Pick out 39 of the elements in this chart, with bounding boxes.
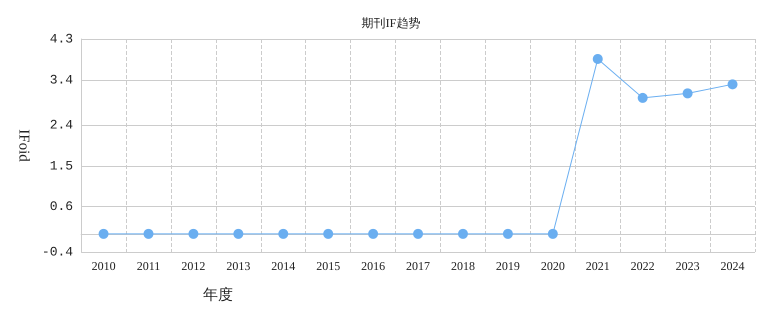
point (144, 228, 154, 239)
x-tick-label: 2022 (630, 259, 655, 273)
point (233, 228, 244, 239)
x-tick-label: 2012 (181, 259, 206, 273)
x-tick-label: 2017 (406, 259, 430, 273)
x-tick-label: 2023 (676, 259, 700, 273)
x-tick-label: 2021 (586, 259, 610, 273)
x-tick-label: 2013 (226, 259, 250, 273)
chart-title: 期刊IF趋势 (362, 16, 420, 30)
point (502, 228, 513, 239)
point (458, 228, 468, 239)
y-tick-label: -0.4 (42, 244, 74, 260)
x-tick-label: 2010 (92, 259, 116, 273)
point (728, 79, 738, 90)
x-tick-label: 2018 (450, 259, 475, 273)
point (638, 92, 648, 103)
point (98, 228, 109, 239)
x-tick-label: 2016 (361, 259, 386, 273)
y-tick-label: 0.6 (50, 199, 74, 214)
y-tick-label: 4.3 (50, 32, 74, 46)
x-tick-label: 2014 (271, 259, 296, 273)
point (323, 228, 334, 239)
x-axis-title: 年度 (203, 286, 234, 304)
point (413, 228, 424, 239)
y-tick-label: 2.4 (50, 118, 74, 133)
y-tick-label: 1.5 (50, 158, 74, 174)
point (188, 228, 198, 239)
x-tick-label: 2015 (316, 259, 340, 273)
x-tick-label: 2019 (496, 259, 520, 273)
x-tick-label: 2024 (720, 259, 745, 273)
y-tick-label: 3.4 (50, 72, 74, 88)
point (278, 228, 288, 239)
x-tick-label: 2020 (540, 259, 565, 273)
point (548, 228, 558, 239)
point (368, 228, 378, 239)
y-axis-title: IFoid (16, 129, 32, 162)
point (592, 54, 603, 64)
x-tick-label: 2011 (136, 259, 160, 273)
point (682, 88, 693, 98)
